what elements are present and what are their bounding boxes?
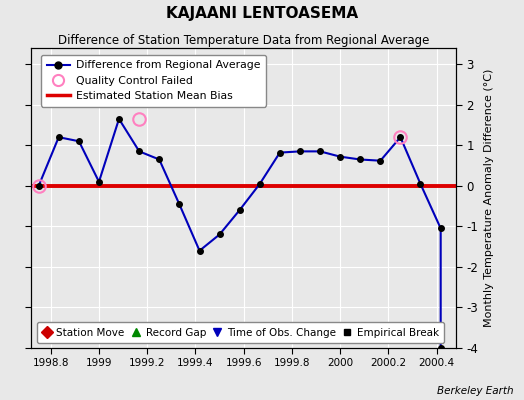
Text: Berkeley Earth: Berkeley Earth	[437, 386, 514, 396]
Y-axis label: Monthly Temperature Anomaly Difference (°C): Monthly Temperature Anomaly Difference (…	[484, 69, 494, 327]
Text: KAJAANI LENTOASEMA: KAJAANI LENTOASEMA	[166, 6, 358, 21]
Title: Difference of Station Temperature Data from Regional Average: Difference of Station Temperature Data f…	[58, 34, 429, 47]
Legend: Station Move, Record Gap, Time of Obs. Change, Empirical Break: Station Move, Record Gap, Time of Obs. C…	[37, 322, 444, 343]
